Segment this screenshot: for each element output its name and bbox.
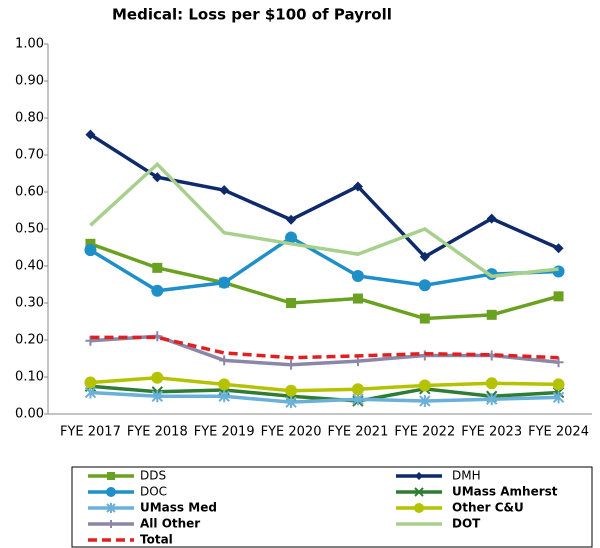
series-line bbox=[89, 242, 560, 321]
marker bbox=[351, 383, 364, 396]
marker bbox=[485, 393, 498, 406]
marker bbox=[486, 213, 497, 224]
marker bbox=[419, 395, 431, 408]
y-tick-label: 1.00 bbox=[15, 37, 44, 52]
x-tick-label: FYE 2019 bbox=[194, 425, 255, 440]
marker bbox=[552, 378, 565, 391]
legend-label: DOC bbox=[140, 485, 167, 499]
legend-label: DOT bbox=[452, 517, 481, 531]
y-tick-label: 0.50 bbox=[15, 222, 44, 237]
marker bbox=[286, 298, 297, 308]
marker bbox=[84, 376, 97, 389]
x-tick-label: FYE 2024 bbox=[528, 425, 589, 440]
marker bbox=[151, 390, 164, 403]
legend-label: Total bbox=[140, 533, 173, 547]
marker bbox=[419, 251, 430, 262]
x-tick-label: FYE 2020 bbox=[261, 425, 322, 440]
y-tick-label: 0.60 bbox=[15, 185, 44, 200]
legend-marker bbox=[106, 487, 116, 497]
marker bbox=[285, 231, 298, 244]
marker bbox=[285, 396, 297, 409]
marker bbox=[553, 357, 564, 368]
y-tick-label: 0.00 bbox=[15, 407, 44, 422]
marker bbox=[151, 371, 164, 384]
marker bbox=[219, 185, 230, 196]
marker bbox=[553, 243, 564, 254]
series-line bbox=[89, 235, 559, 293]
legend-marker bbox=[415, 472, 423, 480]
series-line bbox=[90, 335, 559, 360]
y-tick-label: 0.90 bbox=[15, 74, 44, 89]
y-tick-label: 0.80 bbox=[15, 111, 44, 126]
x-tick-label: FYE 2018 bbox=[127, 425, 188, 440]
marker bbox=[285, 384, 298, 397]
marker bbox=[552, 391, 565, 404]
y-tick-label: 0.10 bbox=[15, 370, 44, 385]
marker bbox=[486, 309, 497, 320]
series-line bbox=[90, 390, 559, 404]
legend-marker bbox=[107, 472, 115, 480]
legend-marker bbox=[107, 520, 115, 528]
marker bbox=[552, 265, 565, 278]
legend-label: UMass Med bbox=[140, 501, 217, 515]
x-tick-label: FYE 2021 bbox=[328, 425, 389, 440]
series-line bbox=[90, 334, 559, 367]
marker bbox=[152, 172, 163, 183]
marker bbox=[352, 181, 363, 192]
marker bbox=[85, 238, 96, 249]
legend-label: DMH bbox=[452, 469, 481, 483]
legend-marker bbox=[414, 487, 424, 497]
marker bbox=[286, 214, 297, 225]
legend-label: Other C&U bbox=[452, 501, 524, 515]
legend-marker bbox=[414, 503, 424, 513]
y-tick-label: 0.30 bbox=[15, 296, 44, 311]
legend-label: DDS bbox=[140, 469, 166, 483]
x-tick-label: FYE 2017 bbox=[60, 425, 121, 440]
series-line bbox=[90, 375, 559, 393]
x-tick-label: FYE 2022 bbox=[394, 425, 455, 440]
marker bbox=[152, 262, 163, 273]
marker bbox=[418, 279, 431, 292]
series-line bbox=[89, 161, 559, 279]
marker bbox=[351, 269, 364, 282]
marker bbox=[218, 390, 230, 403]
series-line bbox=[90, 384, 559, 403]
marker bbox=[352, 293, 363, 304]
series-line bbox=[89, 133, 560, 259]
marker bbox=[85, 129, 96, 140]
marker bbox=[418, 379, 431, 392]
marker bbox=[218, 378, 231, 391]
legend-marker bbox=[106, 503, 116, 513]
y-tick-label: 0.40 bbox=[15, 259, 44, 274]
marker bbox=[218, 276, 231, 289]
legend-label: All Other bbox=[140, 517, 200, 531]
marker bbox=[84, 244, 97, 257]
y-tick-label: 0.70 bbox=[15, 148, 44, 163]
marker bbox=[419, 313, 430, 324]
legend-label: UMass Amherst bbox=[452, 485, 558, 499]
y-tick-label: 0.20 bbox=[15, 333, 44, 348]
marker bbox=[286, 359, 297, 370]
marker bbox=[352, 356, 363, 367]
chart-title: Medical: Loss per $100 of Payroll bbox=[112, 6, 392, 24]
marker bbox=[219, 355, 230, 366]
marker bbox=[553, 291, 564, 302]
legend-box bbox=[71, 466, 593, 548]
marker bbox=[485, 377, 498, 390]
x-tick-label: FYE 2023 bbox=[461, 425, 522, 440]
marker bbox=[151, 284, 164, 297]
